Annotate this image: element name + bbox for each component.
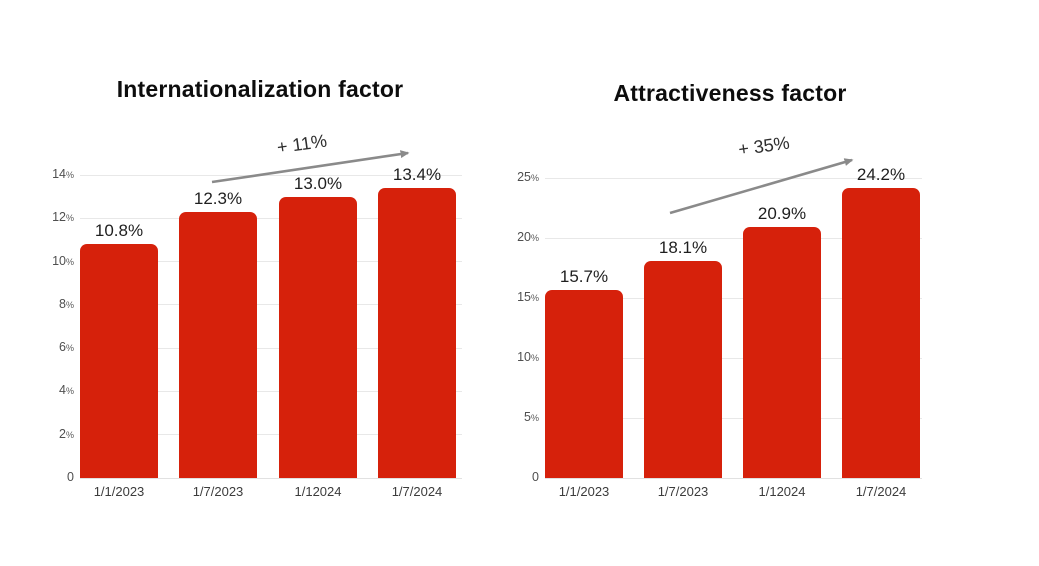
- gridline: [80, 390, 462, 392]
- y-tick-value: 4: [59, 383, 66, 398]
- percent-suffix: %: [65, 170, 74, 180]
- gridline: [80, 304, 462, 306]
- percent-suffix: %: [65, 429, 74, 440]
- growth-annotation: + 35%: [737, 132, 791, 160]
- bar-1/1/2023: [80, 244, 158, 478]
- x-tick-label: 1/7/2023: [657, 484, 709, 499]
- bar-1/12024: [743, 227, 821, 478]
- gridline: [80, 261, 462, 263]
- y-tick-value: 10: [52, 253, 66, 268]
- y-tick-value: 8: [59, 296, 66, 311]
- gridline: [545, 357, 922, 359]
- value-label: 13.4%: [392, 164, 442, 184]
- percent-suffix: %: [530, 413, 539, 423]
- percent-suffix: %: [65, 213, 74, 224]
- percent-suffix: %: [530, 293, 539, 303]
- gridline: [80, 217, 462, 219]
- value-label: 24.2%: [856, 164, 906, 184]
- bar-1/7/2024: [378, 187, 456, 478]
- y-tick-label: 20%: [499, 230, 539, 244]
- percent-suffix: %: [65, 256, 74, 267]
- y-tick-value: 15: [517, 290, 531, 304]
- y-tick-label: 0: [34, 470, 74, 484]
- y-tick-label: 14%: [34, 167, 74, 181]
- y-tick-label: 4%: [34, 383, 74, 397]
- value-label: 13.0%: [293, 173, 343, 193]
- y-tick-value: 2: [59, 426, 66, 441]
- y-tick-label: 2%: [34, 427, 74, 441]
- y-tick-value: 6: [59, 340, 66, 355]
- y-tick-label: 0: [499, 470, 539, 484]
- bar-1/12024: [279, 196, 357, 478]
- y-tick-value: 12: [52, 210, 66, 225]
- y-tick-label: 15%: [499, 290, 539, 304]
- percent-suffix: %: [65, 343, 74, 354]
- bar-1/7/2023: [179, 211, 257, 478]
- gridline: [80, 347, 462, 349]
- value-label: 15.7%: [559, 266, 609, 286]
- percent-suffix: %: [530, 173, 539, 183]
- x-tick-label: 1/12024: [758, 484, 806, 499]
- value-label: 10.8%: [94, 221, 144, 241]
- y-tick-label: 5%: [499, 410, 539, 424]
- y-tick-label: 6%: [34, 340, 74, 354]
- y-tick-label: 8%: [34, 297, 74, 311]
- x-tick-label: 1/1/2023: [93, 484, 145, 499]
- x-tick-label: 1/1/2023: [558, 484, 610, 499]
- chart-title: Attractiveness factor: [613, 80, 847, 106]
- value-label: 18.1%: [658, 237, 708, 257]
- y-tick-label: 10%: [499, 350, 539, 364]
- value-label: 12.3%: [193, 188, 243, 208]
- y-tick-value: 0: [532, 470, 539, 484]
- y-tick-value: 5: [524, 410, 531, 424]
- y-tick-label: 10%: [34, 254, 74, 268]
- bar-1/7/2024: [842, 187, 920, 478]
- y-tick-value: 10: [517, 350, 531, 364]
- x-tick-label: 1/7/2024: [855, 484, 907, 499]
- gridline: [545, 237, 922, 239]
- y-tick-label: 25%: [499, 170, 539, 184]
- gridline: [80, 434, 462, 436]
- percent-suffix: %: [530, 353, 539, 363]
- bar-1/7/2023: [644, 260, 722, 478]
- y-tick-value: 0: [67, 470, 74, 484]
- gridline: [545, 417, 922, 419]
- x-tick-label: 1/7/2024: [391, 484, 443, 499]
- percent-suffix: %: [530, 233, 539, 243]
- x-tick-label: 1/12024: [294, 484, 342, 499]
- x-tick-label: 1/7/2023: [192, 484, 244, 499]
- gridline: [545, 297, 922, 299]
- percent-suffix: %: [65, 299, 74, 310]
- gridline: [80, 477, 462, 479]
- gridline: [545, 477, 922, 479]
- y-tick-value: 14: [52, 167, 66, 181]
- growth-annotation: + 11%: [275, 130, 329, 158]
- y-tick-value: 25: [517, 170, 531, 184]
- bar-1/1/2023: [545, 289, 623, 478]
- chart-title: Internationalization factor: [116, 76, 404, 102]
- y-tick-label: 12%: [34, 210, 74, 224]
- value-label: 20.9%: [757, 204, 807, 224]
- y-tick-value: 20: [517, 230, 531, 244]
- percent-suffix: %: [65, 386, 74, 397]
